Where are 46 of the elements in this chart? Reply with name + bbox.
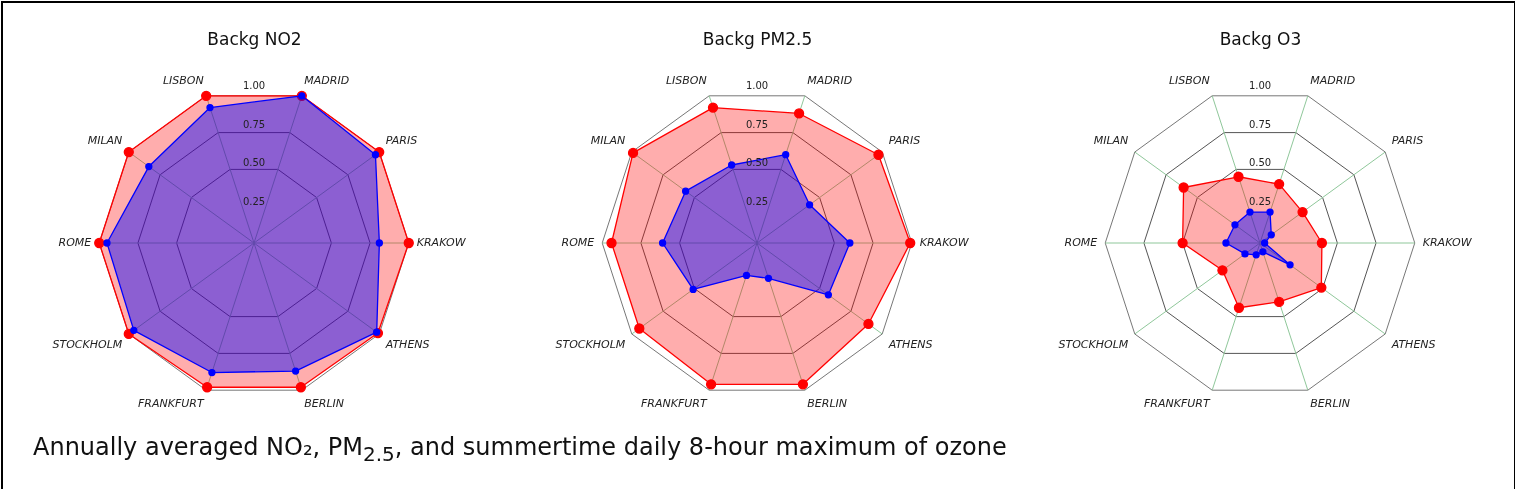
spoke-label: MADRID [1310, 74, 1356, 88]
spoke-label: PARIS [385, 133, 418, 147]
spoke-label: ATHENS [384, 338, 430, 352]
spoke-label: LISBON [665, 74, 707, 88]
spoke-label: MILAN [1093, 133, 1129, 147]
y-tick-label: 1.00 [242, 79, 266, 91]
spoke-label: STOCKHOLM [52, 338, 123, 352]
spoke-label: FRANKFURT [138, 397, 205, 411]
spoke-label: FRANKFURT [1144, 397, 1211, 411]
spoke-label: LISBON [1168, 74, 1210, 88]
chart-title: Backg O3 [1218, 29, 1303, 49]
y-tick-label: 0.50 [745, 157, 769, 169]
spoke-label: ATHENS [1390, 338, 1436, 352]
spoke-label: ROME [1064, 235, 1098, 249]
y-tick-label: 0.25 [745, 195, 769, 207]
spoke-label: MADRID [807, 74, 853, 88]
y-tick-label: 0.25 [1248, 195, 1272, 207]
spoke-label: MILAN [590, 133, 626, 147]
spoke-label: ATHENS [887, 338, 933, 352]
y-tick-label: 0.75 [1248, 118, 1272, 130]
spoke-label: KRAKOW [416, 235, 467, 249]
spoke-label: ROME [58, 235, 92, 249]
y-tick-label: 0.75 [745, 118, 769, 130]
y-tick-label: 0.75 [242, 118, 266, 130]
spoke-label: BERLIN [807, 397, 848, 411]
spoke-label: FRANKFURT [641, 397, 708, 411]
chart-title: Backg PM2.5 [701, 29, 814, 49]
y-tick-label: 0.50 [1248, 157, 1272, 169]
spoke-label: KRAKOW [1422, 235, 1473, 249]
spoke-label: ROME [561, 235, 595, 249]
spoke-label: PARIS [1391, 133, 1424, 147]
chart-title: Backg NO2 [206, 29, 303, 49]
spoke-label: MADRID [304, 74, 350, 88]
spoke-label: PARIS [888, 133, 921, 147]
y-tick-label: 0.25 [242, 195, 266, 207]
spoke-label: STOCKHOLM [555, 338, 626, 352]
spoke-label: LISBON [162, 74, 204, 88]
spoke-label: STOCKHOLM [1058, 338, 1129, 352]
spoke-label: KRAKOW [919, 235, 970, 249]
spoke-label: BERLIN [1310, 397, 1351, 411]
y-tick-label: 1.00 [745, 79, 769, 91]
spoke-label: BERLIN [304, 397, 345, 411]
y-tick-label: 0.50 [242, 157, 266, 169]
text: Annually averaged NO₂, PM$_{2.5}$, and summertime daily 8-hour maximum of ozone [33, 433, 1007, 466]
y-tick-label: 1.00 [1248, 79, 1272, 91]
spoke-label: MILAN [87, 133, 123, 147]
